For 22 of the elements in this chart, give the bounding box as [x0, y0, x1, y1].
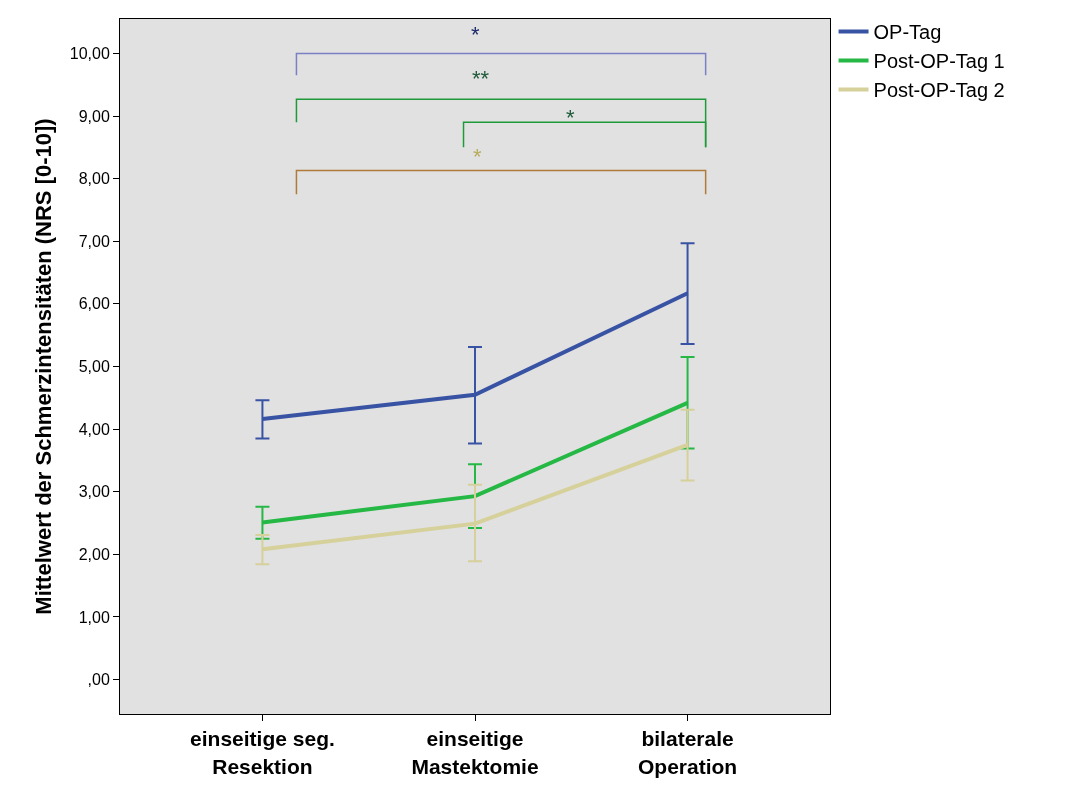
y-axis-title: Mittelwert der Schmerzintensitäten (NRS [0-10]) [30, 118, 56, 615]
y-tick-label: 10,00 [69, 45, 110, 63]
y-tick-label: 6,00 [78, 295, 110, 313]
y-tick-label: 7,00 [78, 232, 110, 250]
y-tick-label: 2,00 [78, 545, 110, 563]
x-tick-label: einseitige Mastektomie [411, 727, 539, 778]
y-tick-label: ,00 [87, 671, 110, 689]
y-tick-label: 1,00 [78, 608, 110, 626]
y-tick-label: 8,00 [78, 170, 110, 188]
y-tick-label: 4,00 [78, 420, 110, 438]
annotation: ** [472, 66, 490, 91]
x-tick-label: bilaterale Operation [637, 727, 738, 778]
legend-label: OP-Tag [873, 21, 942, 44]
annotation: * [473, 144, 482, 169]
annotation: * [471, 22, 480, 47]
legend-label: Post-OP-Tag 1 [873, 50, 1005, 73]
annotation: * [566, 105, 575, 130]
x-tick-label: einseitige seg. Resektion [190, 727, 335, 778]
y-tick-label: 5,00 [78, 358, 110, 376]
legend-label: Post-OP-Tag 2 [873, 79, 1005, 102]
y-tick-label: 9,00 [78, 107, 110, 125]
y-tick-label: 3,00 [78, 483, 110, 501]
